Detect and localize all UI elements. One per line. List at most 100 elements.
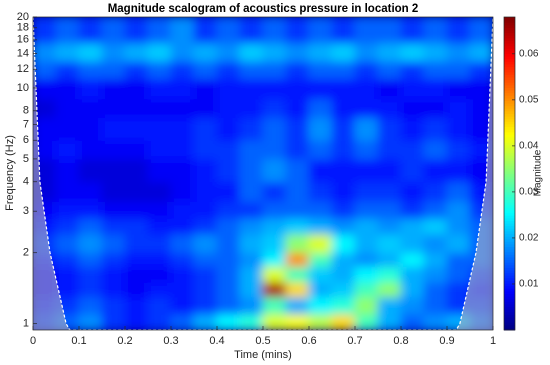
colorbar-step: [504, 298, 515, 302]
colorbar-step: [504, 144, 515, 148]
coi-layer: [33, 17, 493, 330]
heat-cell: [285, 17, 310, 44]
y-tick-label: 1: [23, 318, 29, 330]
heat-cell: [170, 252, 195, 267]
heat-cell: [308, 181, 333, 202]
colorbar-step: [504, 105, 515, 109]
heat-cell: [400, 116, 425, 141]
colorbar-step: [504, 264, 515, 268]
heat-cell: [446, 281, 471, 298]
heat-cell: [446, 252, 471, 267]
colorbar-step: [504, 61, 515, 65]
colorbar-step: [504, 22, 515, 26]
heat-cell: [193, 233, 218, 254]
colorbar-step: [504, 262, 515, 266]
heat-cell: [170, 139, 195, 160]
colorbar-step: [504, 110, 515, 115]
heat-cell: [124, 77, 149, 100]
heat-cell: [78, 200, 103, 219]
heat-cell: [55, 77, 80, 100]
colorbar-step: [504, 136, 515, 141]
heat-cell: [147, 60, 172, 79]
colorbar-step: [504, 256, 515, 261]
colorbar-step: [504, 210, 515, 214]
heat-cell: [423, 296, 448, 315]
colorbar-step: [504, 118, 515, 122]
heat-cell: [354, 281, 379, 298]
heat-cell: [78, 158, 103, 183]
heat-cell: [101, 116, 126, 141]
heat-cell: [78, 98, 103, 118]
heat-cell: [469, 98, 493, 118]
heat-cell: [193, 252, 218, 267]
x-tick-label: 0.4: [209, 335, 224, 347]
heat-cell: [216, 181, 241, 202]
colorbar-step: [504, 296, 515, 300]
heat-cell: [147, 98, 172, 118]
y-tick-label: 14: [17, 47, 29, 59]
colorbar-step: [504, 207, 515, 211]
heat-cell: [285, 296, 310, 315]
heat-cell: [308, 265, 333, 283]
heat-cell: [354, 77, 379, 100]
heat-cell: [354, 116, 379, 141]
heat-cell: [469, 60, 493, 79]
colorbar-step: [504, 82, 515, 86]
colorbar-step: [504, 58, 515, 62]
heat-cell: [285, 217, 310, 235]
heat-cell: [400, 77, 425, 100]
colorbar-step: [504, 116, 515, 120]
heat-cell: [377, 265, 402, 283]
heat-cell: [147, 313, 172, 330]
heat-cell: [262, 181, 287, 202]
colorbar-step: [504, 134, 515, 138]
heat-cell: [331, 17, 356, 44]
heat-cell: [446, 200, 471, 219]
heat-cell: [78, 42, 103, 62]
heat-cell: [170, 42, 195, 62]
heat-cell: [377, 313, 402, 330]
heat-cell: [308, 158, 333, 183]
heat-cell: [285, 98, 310, 118]
heat-cell: [354, 158, 379, 183]
colorbar-step: [504, 45, 515, 49]
colorbar-step: [504, 272, 515, 276]
colorbar-step: [504, 327, 515, 331]
heat-cell: [170, 17, 195, 44]
heat-cell: [354, 252, 379, 267]
heat-cell: [423, 252, 448, 267]
heat-cell: [124, 200, 149, 219]
heat-cell: [216, 252, 241, 267]
heat-cell: [262, 98, 287, 118]
heat-cell: [124, 116, 149, 141]
x-tick-label: 0.7: [347, 335, 362, 347]
heat-cell: [285, 281, 310, 298]
heat-cell: [55, 42, 80, 62]
colorbar-step: [504, 43, 515, 47]
heat-cell: [55, 139, 80, 160]
heat-cell: [124, 42, 149, 62]
colorbar-step: [504, 311, 515, 315]
heat-cell: [216, 296, 241, 315]
colorbar-tick-label: 0.03: [519, 187, 539, 198]
heat-cell: [331, 252, 356, 267]
heat-cell: [285, 42, 310, 62]
heat-cell: [193, 17, 218, 44]
heat-cell: [331, 200, 356, 219]
heat-cell: [78, 252, 103, 267]
x-tick-label: 0.5: [255, 335, 270, 347]
heat-cell: [124, 158, 149, 183]
heat-cell: [55, 265, 80, 283]
heat-cell: [216, 60, 241, 79]
heat-cell: [33, 42, 57, 62]
heat-cell: [285, 139, 310, 160]
heat-cell: [331, 265, 356, 283]
heat-cell: [354, 265, 379, 283]
colorbar-step: [504, 176, 515, 180]
colorbar-step: [504, 160, 515, 164]
heat-cell: [469, 42, 493, 62]
colorbar-step: [504, 53, 515, 57]
heat-cell: [170, 217, 195, 235]
heat-cell: [147, 281, 172, 298]
heat-cell: [377, 158, 402, 183]
